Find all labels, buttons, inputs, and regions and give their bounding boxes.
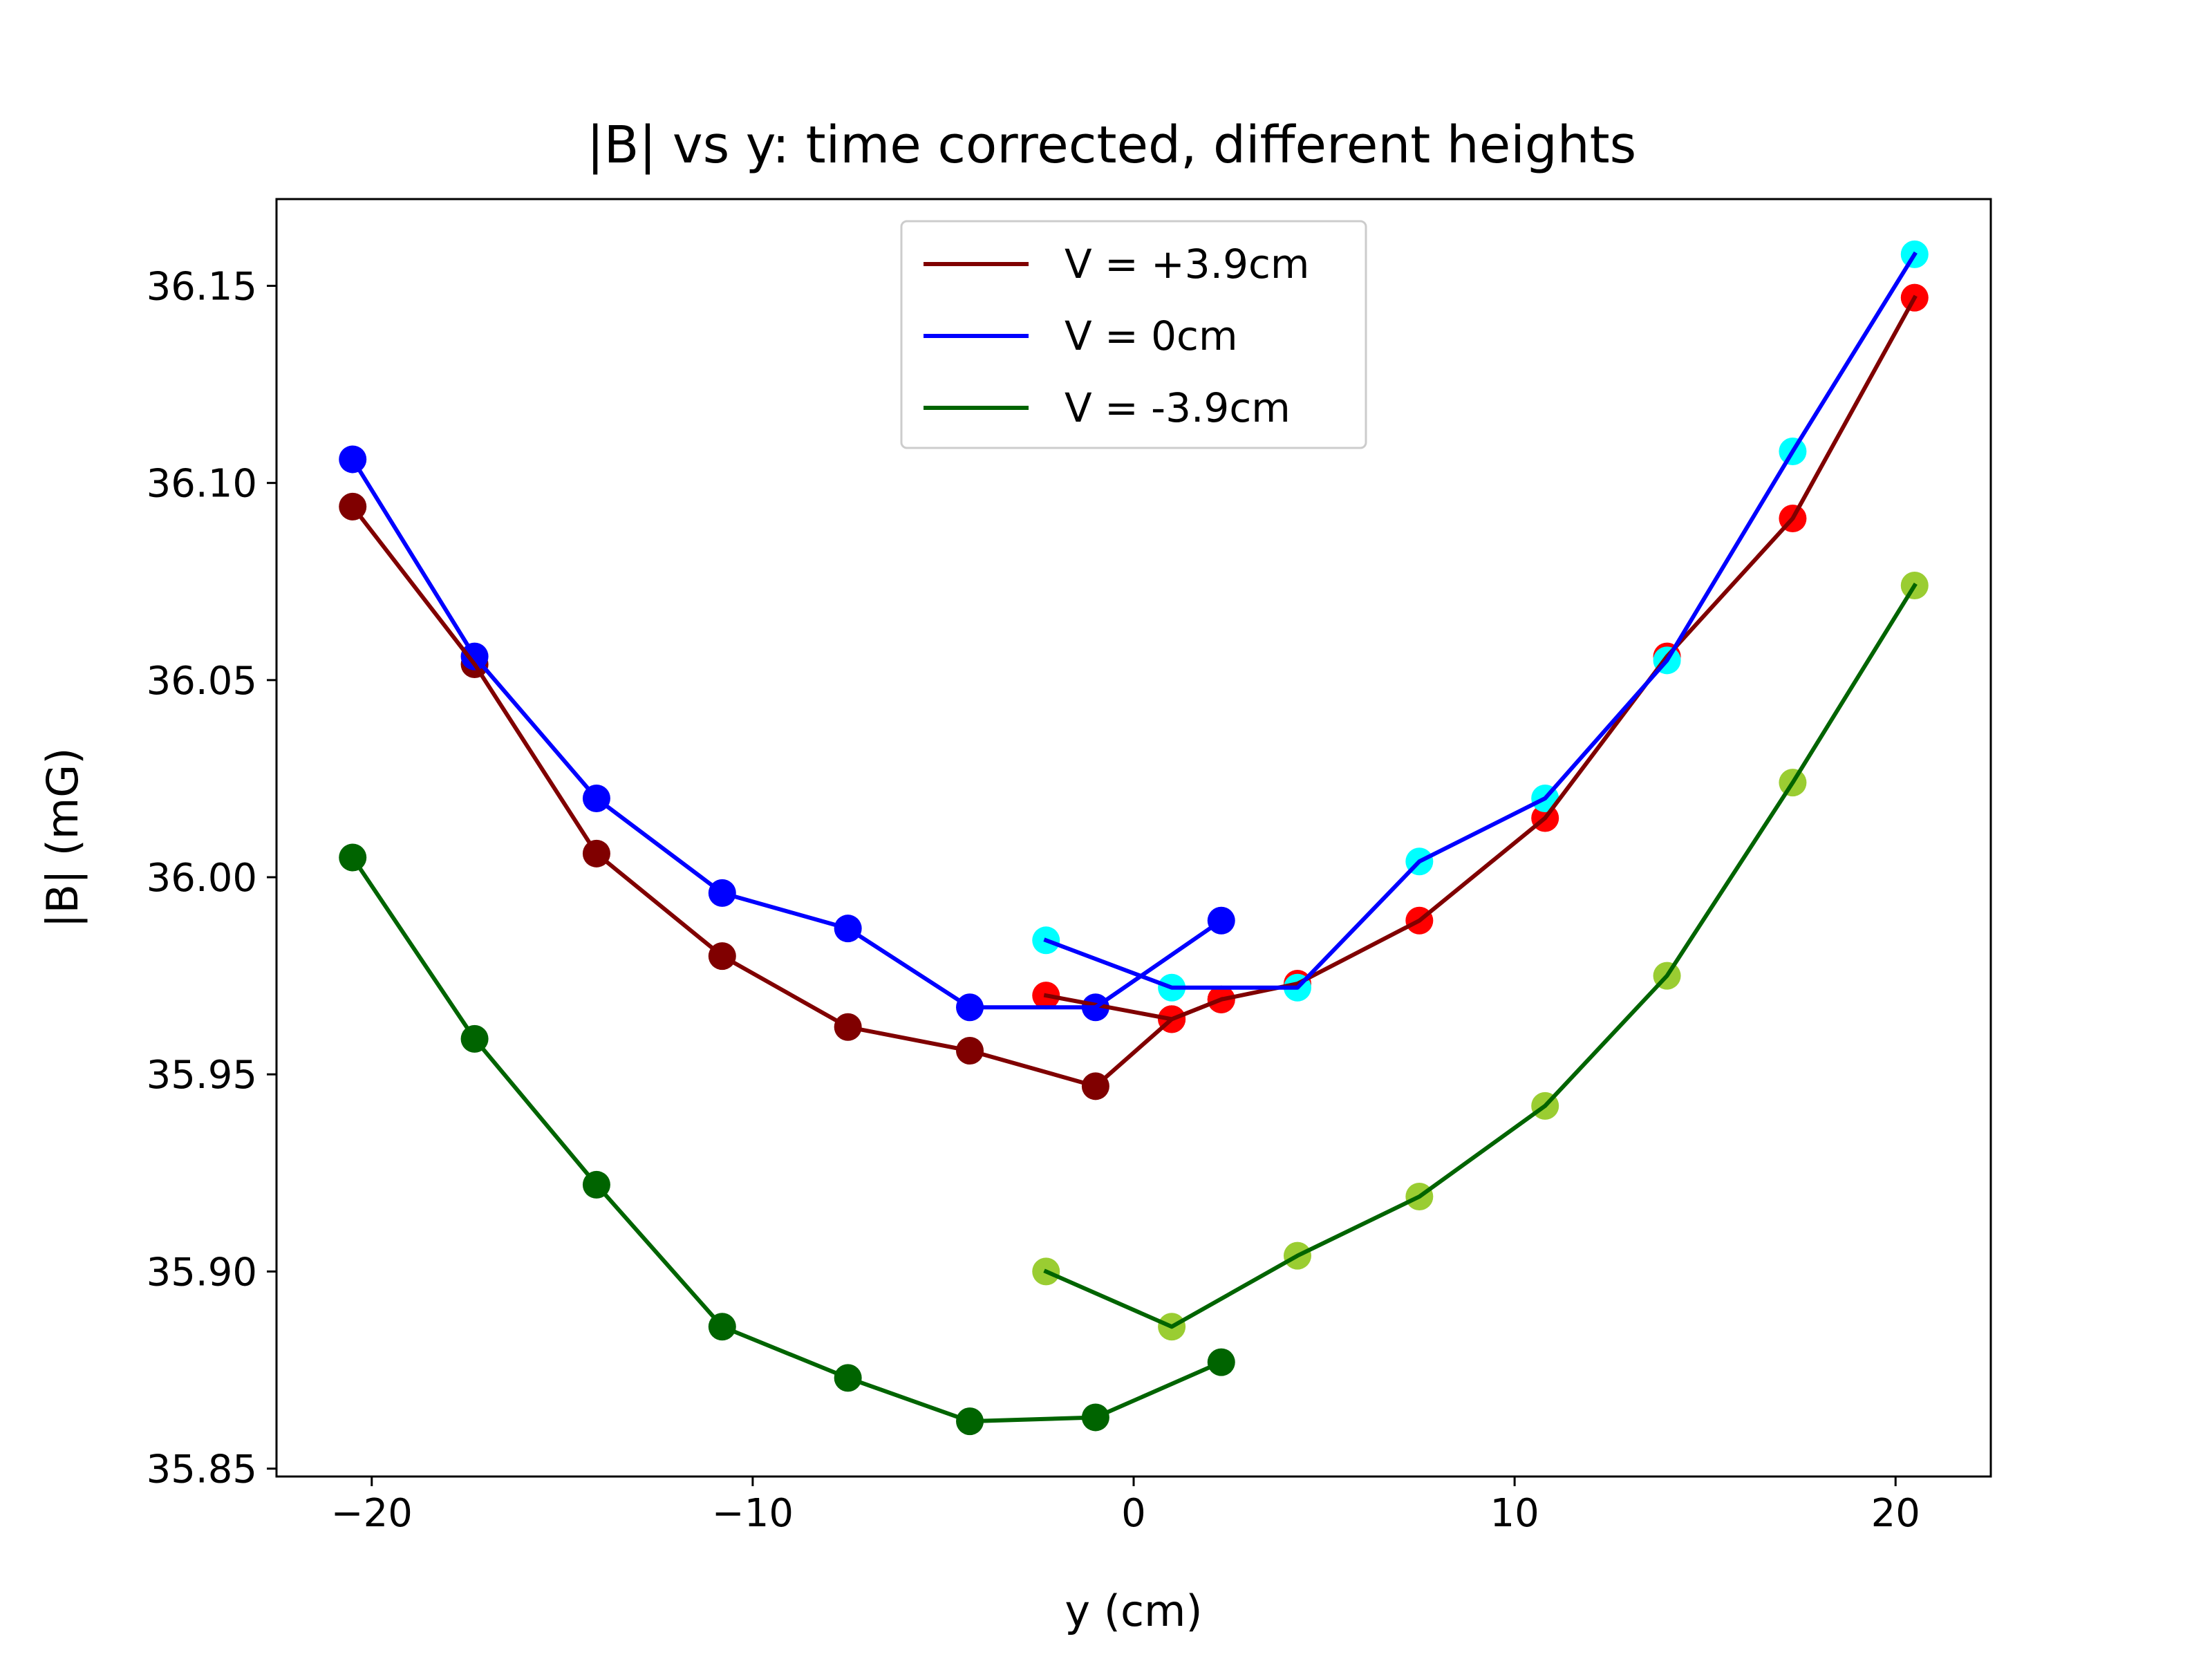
x-tick-label: 10 (1490, 1491, 1539, 1536)
x-axis-ticks: −20 −10 0 10 20 (331, 1477, 1920, 1536)
legend-label: V = +3.9cm (1065, 241, 1309, 288)
plot-area (339, 240, 1929, 1436)
y-axis-ticks: 35.85 35.90 35.95 36.00 36.05 36.10 36.15 (147, 264, 276, 1492)
y-axis-label: |B| (mG) (37, 748, 88, 928)
x-tick-label: −10 (712, 1491, 794, 1536)
x-tick-label: 0 (1121, 1491, 1146, 1536)
series-line (1043, 294, 1918, 1022)
x-tick-label: −20 (331, 1491, 413, 1536)
legend-box (900, 220, 1367, 449)
series-line (1043, 251, 1918, 990)
legend-items: V = +3.9cm V = 0cm V = -3.9cm (924, 241, 1309, 431)
series-line (350, 456, 1224, 1010)
y-tick-label: 36.00 (147, 856, 257, 901)
y-tick-label: 36.15 (147, 264, 257, 309)
series-line (1043, 582, 1918, 1329)
legend-label: V = 0cm (1065, 312, 1237, 359)
y-tick-label: 36.10 (147, 462, 257, 507)
chart-title: |B| vs y: time corrected, different heig… (587, 115, 1636, 175)
x-axis-label: y (cm) (1065, 1586, 1202, 1636)
x-tick-label: 20 (1871, 1491, 1920, 1536)
y-tick-label: 35.95 (147, 1053, 257, 1098)
series-line (350, 854, 1224, 1424)
y-tick-label: 35.90 (147, 1250, 257, 1295)
series-line (350, 503, 1224, 1089)
legend: V = +3.9cm V = 0cm V = -3.9cm (900, 220, 1367, 449)
legend-label: V = -3.9cm (1065, 384, 1291, 431)
line-layer (350, 251, 1918, 1424)
y-tick-label: 35.85 (147, 1447, 257, 1492)
y-tick-label: 36.05 (147, 659, 257, 704)
